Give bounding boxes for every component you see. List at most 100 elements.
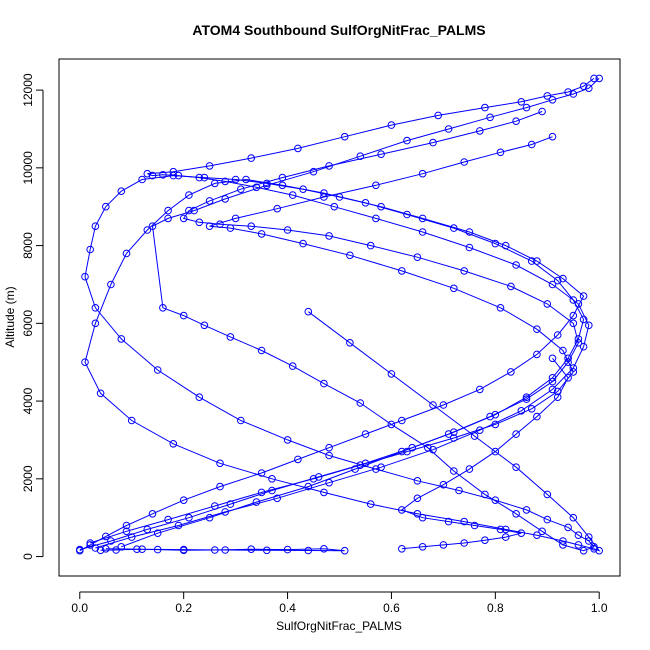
data-point: [418, 228, 427, 236]
data-point: [486, 113, 494, 122]
data-point: [195, 173, 204, 182]
data-point: [372, 181, 380, 190]
data-point: [283, 436, 292, 444]
data-point: [579, 546, 588, 555]
data-point: [377, 150, 385, 158]
data-point: [481, 490, 489, 499]
series-line-6: [400, 357, 569, 550]
data-point: [527, 140, 536, 149]
data-point: [179, 496, 188, 505]
y-axis-label: Altitude (m): [3, 286, 17, 347]
data-point: [195, 393, 204, 402]
data-point: [122, 249, 131, 258]
data-point: [429, 445, 437, 454]
data-point: [283, 226, 292, 234]
data-point: [465, 243, 474, 252]
data-point: [325, 443, 333, 452]
data-point: [559, 274, 567, 283]
data-point: [548, 132, 557, 141]
data-point: [247, 154, 255, 162]
data-point: [247, 222, 255, 230]
data-point: [533, 350, 541, 359]
data-point: [320, 189, 328, 197]
data-point: [159, 171, 167, 179]
data-point: [553, 393, 562, 402]
data-point: [211, 546, 219, 554]
data-point: [86, 245, 94, 254]
data-point: [403, 447, 411, 456]
data-point: [585, 533, 593, 541]
data-point: [569, 513, 578, 522]
data-point: [252, 183, 261, 192]
data-point: [533, 412, 541, 421]
data-point: [185, 206, 193, 215]
data-point: [320, 379, 328, 388]
data-point: [278, 173, 287, 182]
data-point: [242, 175, 250, 184]
data-point: [398, 447, 406, 456]
data-point: [491, 239, 500, 248]
y-tick-label: 10000: [21, 151, 35, 185]
data-point: [226, 500, 235, 508]
data-point: [595, 546, 604, 555]
data-point: [117, 187, 126, 195]
x-tick-label: 0.2: [175, 601, 192, 615]
data-point: [356, 399, 365, 407]
data-point: [398, 416, 406, 425]
data-point: [538, 107, 546, 116]
data-point: [579, 315, 588, 324]
data-point: [304, 307, 313, 316]
x-axis-label: SulfOrgNitFrac_PALMS: [276, 619, 402, 633]
data-point: [143, 525, 152, 534]
data-point: [351, 465, 359, 473]
chart-title: ATOM4 Southbound SulfOrgNitFrac_PALMS: [192, 22, 485, 38]
data-point: [148, 171, 157, 180]
data-point: [138, 175, 146, 184]
data-point: [413, 477, 422, 485]
data-point: [476, 127, 484, 135]
data-point: [205, 197, 214, 205]
data-point: [501, 533, 510, 541]
data-point: [346, 251, 354, 260]
data-point: [465, 465, 474, 473]
data-point: [325, 162, 333, 170]
data-point: [91, 222, 100, 230]
data-point: [320, 193, 328, 201]
data-point: [496, 148, 505, 157]
data-point: [507, 282, 515, 291]
data-point: [159, 304, 167, 312]
data-point: [507, 368, 515, 376]
y-tick-label: 0: [21, 553, 35, 560]
data-point: [377, 463, 385, 472]
data-point: [553, 276, 562, 285]
data-point: [408, 443, 417, 452]
data-point: [398, 506, 406, 514]
data-point: [273, 494, 282, 503]
data-point: [366, 500, 375, 508]
data-point: [481, 103, 489, 112]
data-point: [444, 517, 453, 526]
data-point: [387, 121, 396, 129]
y-tick-label: 6000: [21, 310, 35, 337]
data-point: [185, 191, 193, 199]
data-point: [96, 389, 105, 398]
data-point: [543, 490, 552, 499]
data-point: [366, 241, 375, 250]
x-tick-label: 0.6: [383, 601, 400, 615]
data-point: [569, 90, 578, 98]
data-point: [559, 346, 567, 355]
data-point: [585, 321, 593, 330]
data-point: [346, 339, 354, 347]
data-point: [527, 257, 536, 265]
data-point: [299, 239, 307, 248]
data-point: [179, 311, 188, 320]
y-axis: 0 2000 4000 6000 8000 10000 12000: [21, 73, 44, 560]
data-point: [237, 185, 245, 193]
data-point: [226, 224, 235, 232]
data-point: [226, 333, 235, 341]
data-point: [356, 152, 365, 160]
data-point: [429, 401, 437, 409]
data-point: [569, 296, 578, 304]
data-point: [455, 486, 463, 495]
